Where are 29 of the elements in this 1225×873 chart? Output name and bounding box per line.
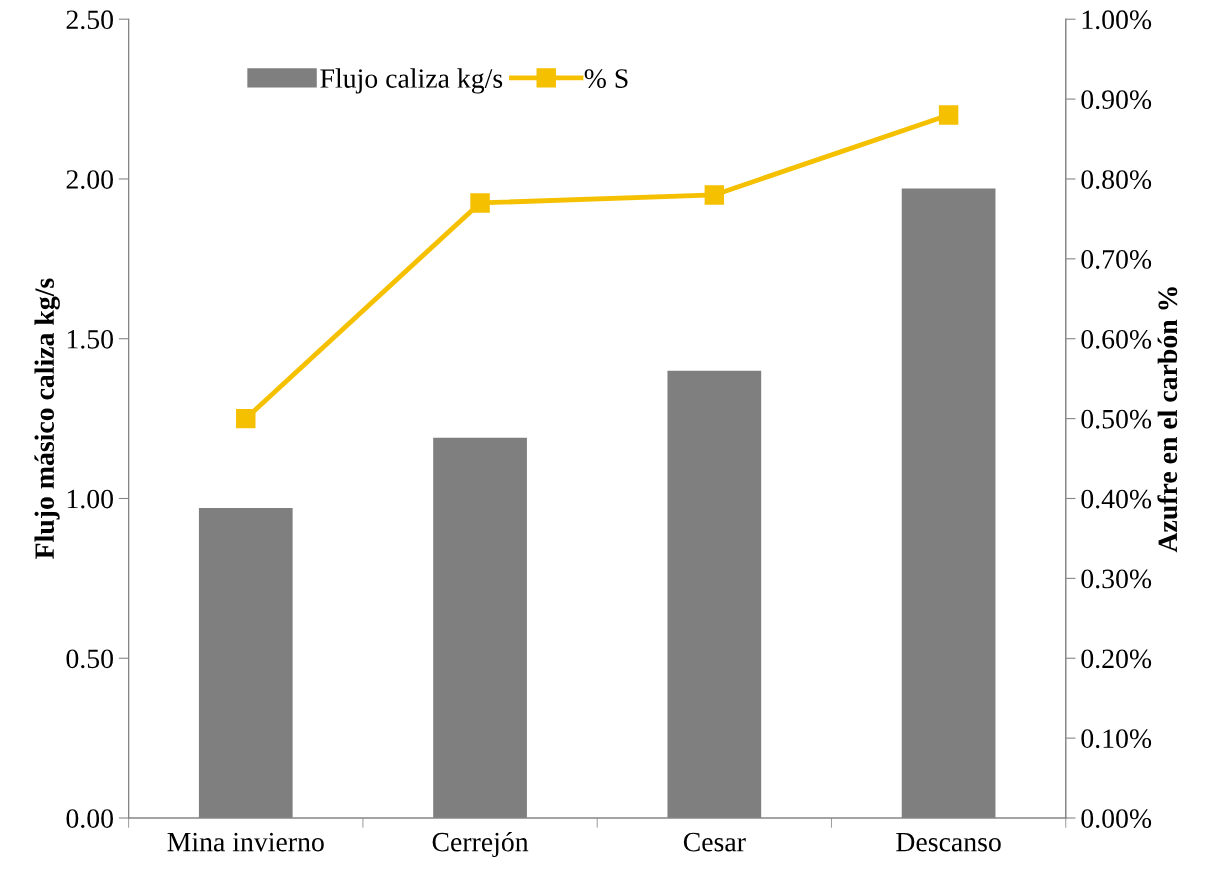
y2-tick-label: 0.50% [1081, 409, 1152, 429]
y2-tick-label: 0.90% [1081, 90, 1152, 110]
legend-label: % S [584, 69, 628, 88]
y-tick-label: 0.00 [66, 809, 113, 829]
point [938, 105, 959, 125]
y2-tick-label: 0.00% [1081, 809, 1152, 829]
y-tick-label: 1.50 [67, 329, 113, 349]
y-tick-label: 2.00 [66, 170, 113, 189]
x-tick-label: Cesar [683, 832, 746, 852]
x-tick-label: Mina invierno [167, 832, 324, 852]
y2-tick-label: 0.20% [1081, 649, 1152, 669]
y2-tick-label: 1.00% [1082, 10, 1152, 30]
y-tick-label: 2.50 [66, 10, 113, 30]
y-axis-title: Flujo másico caliza kg/s [34, 278, 60, 559]
legend-label: Flujo caliza kg/s [320, 68, 503, 94]
y2-tick-label: 0.40% [1081, 489, 1152, 509]
x-tick-label: Descanso [896, 832, 1001, 852]
y2-tick-label: 0.70% [1081, 250, 1152, 269]
x-tick-label: Cerrejón [432, 831, 529, 858]
point [704, 185, 725, 205]
y-tick-label: 1.00 [67, 489, 113, 509]
point [236, 408, 256, 429]
y2-tick-label: 0.60% [1081, 329, 1152, 349]
y2-tick-label: 0.80% [1081, 170, 1152, 189]
y2-tick-label: 0.10% [1081, 729, 1152, 749]
y2-tick-label: 0.30% [1081, 569, 1152, 589]
point [470, 193, 490, 213]
y-tick-label: 0.50 [66, 649, 113, 669]
y2-axis-title: Azufre en el carbón % [1157, 287, 1178, 553]
